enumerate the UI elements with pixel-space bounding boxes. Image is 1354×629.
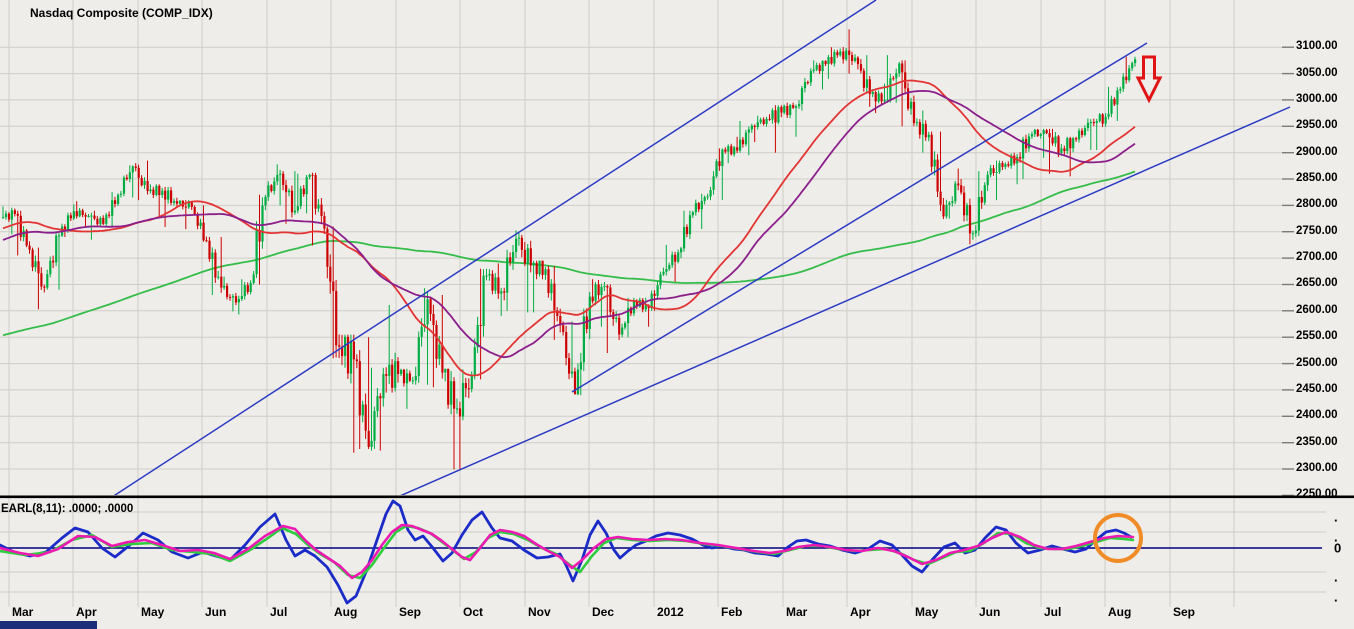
month-label: Sep	[1173, 605, 1196, 619]
price-axis-label: 3100.00	[1296, 40, 1338, 53]
month-label: Jun	[205, 605, 227, 619]
month-label: Jul	[1044, 605, 1062, 619]
price-axis-label: 2600.00	[1296, 303, 1338, 316]
price-axis-label: 2500.00	[1296, 356, 1338, 369]
month-label: Mar	[12, 605, 34, 619]
month-label: Feb	[721, 605, 743, 619]
month-label: Dec	[592, 605, 615, 619]
price-axis-label: 2850.00	[1296, 172, 1338, 185]
indicator-label: EARL(8,11): .0000; .0000	[1, 503, 134, 515]
price-axis-label: 2400.00	[1296, 409, 1338, 422]
month-label: Aug	[1108, 605, 1132, 619]
price-axis-label: 3000.00	[1296, 92, 1338, 105]
chart-title: Nasdaq Composite (COMP_IDX)	[30, 6, 213, 20]
price-axis-label: 2650.00	[1296, 277, 1338, 290]
month-label: Jul	[270, 605, 288, 619]
month-label: Apr	[850, 605, 871, 619]
price-axis-label: 2350.00	[1296, 435, 1338, 448]
price-axis-label: 2800.00	[1296, 198, 1338, 211]
indicator-tick-label: .	[1334, 529, 1338, 545]
month-label: Nov	[528, 605, 551, 619]
indicator-zero-label: 0	[1334, 540, 1342, 556]
price-axis-label: 2450.00	[1296, 382, 1338, 395]
indicator-tick-label: .	[1334, 589, 1338, 605]
indicator-tick-label: .	[1334, 569, 1338, 585]
month-label: Aug	[334, 605, 358, 619]
highlight-circle-annotation[interactable]	[1093, 513, 1143, 563]
price-axis-label: 2750.00	[1296, 224, 1338, 237]
price-axis-label: 2250.00	[1296, 488, 1338, 501]
price-axis-label: 2550.00	[1296, 330, 1338, 343]
month-label: Apr	[76, 605, 97, 619]
month-label: Oct	[463, 605, 484, 619]
month-label: Sep	[399, 605, 422, 619]
price-axis-label: 2900.00	[1296, 145, 1338, 158]
price-axis-label: 2950.00	[1296, 119, 1338, 132]
price-axis-label: 2700.00	[1296, 251, 1338, 264]
month-label: Jun	[979, 605, 1001, 619]
indicator-tick-label: .	[1334, 509, 1338, 525]
month-label: May	[915, 605, 939, 619]
month-label: 2012	[657, 605, 684, 619]
price-axis-label: 3050.00	[1296, 66, 1338, 79]
month-label: May	[141, 605, 165, 619]
price-axis-label: 2300.00	[1296, 462, 1338, 475]
taskbar-fragment	[0, 621, 97, 629]
month-label: Mar	[786, 605, 808, 619]
down-arrow-annotation[interactable]	[1135, 55, 1163, 104]
